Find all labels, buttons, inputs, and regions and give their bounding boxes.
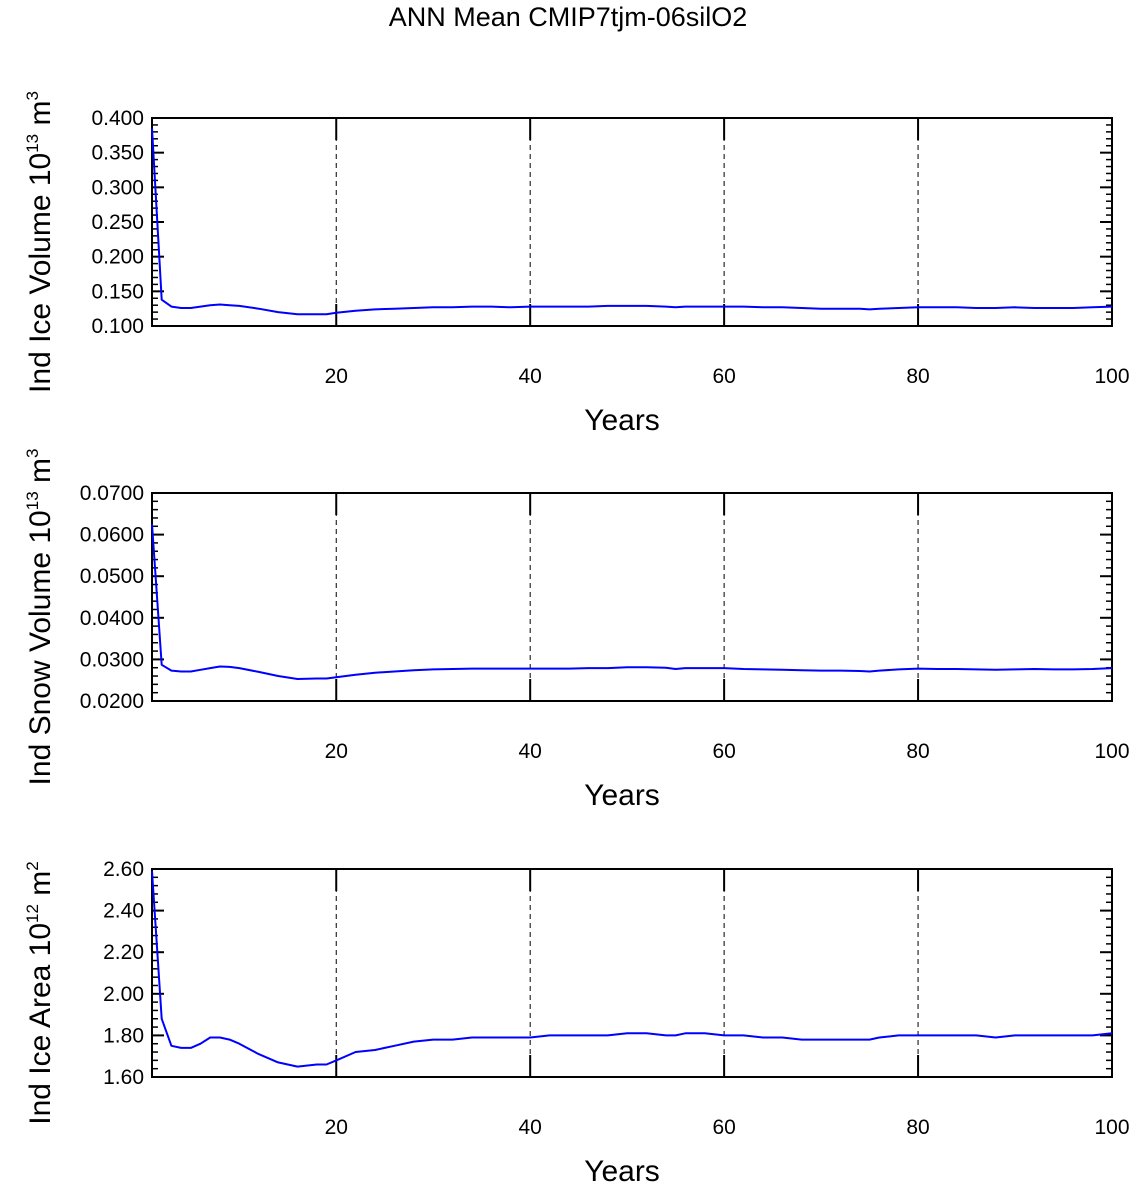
y-tick-label: 2.40 <box>103 900 144 923</box>
y-tick-label: 0.150 <box>91 280 144 303</box>
y-tick-label: 0.100 <box>91 315 144 338</box>
x-tick-label: 80 <box>906 740 929 763</box>
x-tick-label: 60 <box>712 740 735 763</box>
figure-title: ANN Mean CMIP7tjm-06silO2 <box>388 2 748 32</box>
panel-1: 0.100 0.150 0.200 0.250 0.300 0.350 0.400 20 40 6… <box>23 91 1130 437</box>
y-tick-label: 0.0600 <box>80 524 144 547</box>
y-tick-label: 0.250 <box>91 211 144 234</box>
x-tick-label: 80 <box>906 365 929 388</box>
y-tick-label: 1.80 <box>103 1024 144 1047</box>
y-tick-label: 0.200 <box>91 246 144 269</box>
y-axis-title: Ind Snow Volume 1013 m3 <box>23 449 57 786</box>
x-tick-label: 60 <box>712 1116 735 1139</box>
x-tick-label: 20 <box>325 1116 348 1139</box>
y-axis-title: Ind Ice Volume 1013 m3 <box>23 91 57 393</box>
x-tick-label: 40 <box>519 740 542 763</box>
y-tick-label: 2.60 <box>103 858 144 881</box>
x-tick-label: 20 <box>325 365 348 388</box>
y-tick-label: 0.0700 <box>80 482 144 505</box>
x-tick-label: 40 <box>519 1116 542 1139</box>
x-tick-label: 80 <box>906 1116 929 1139</box>
plot-frame <box>151 868 1113 1078</box>
y-tick-label: 0.400 <box>91 107 144 130</box>
series-line <box>151 524 1113 680</box>
x-tick-label: 20 <box>325 740 348 763</box>
plot-frame <box>151 117 1113 327</box>
panel-3: 1.60 1.80 2.00 2.20 2.40 2.60 20 40 60 80 100 Years… <box>23 858 1130 1188</box>
y-tick-label: 0.0400 <box>80 607 144 630</box>
x-tick-label: 100 <box>1094 365 1129 388</box>
y-tick-label: 2.00 <box>103 983 144 1006</box>
y-tick-label: 1.60 <box>103 1066 144 1089</box>
y-tick-label: 0.0500 <box>80 565 144 588</box>
x-axis-title: Years <box>584 404 660 437</box>
y-tick-label: 0.0300 <box>80 648 144 671</box>
y-tick-label: 0.300 <box>91 176 144 199</box>
series-line <box>151 871 1113 1068</box>
plot-frame <box>151 492 1113 702</box>
y-axis-title: Ind Ice Area 1012 m2 <box>23 861 57 1125</box>
x-tick-label: 100 <box>1094 1116 1129 1139</box>
x-axis-title: Years <box>584 1155 660 1188</box>
series-line <box>151 128 1113 316</box>
y-tick-label: 0.350 <box>91 142 144 165</box>
x-tick-label: 60 <box>712 365 735 388</box>
y-tick-label: 2.20 <box>103 941 144 964</box>
y-tick-label: 0.0200 <box>80 690 144 713</box>
panel-2: 0.0200 0.0300 0.0400 0.0500 0.0600 0.0700 20 40… <box>23 449 1130 812</box>
x-tick-label: 100 <box>1094 740 1129 763</box>
x-tick-label: 40 <box>519 365 542 388</box>
x-axis-title: Years <box>584 779 660 812</box>
